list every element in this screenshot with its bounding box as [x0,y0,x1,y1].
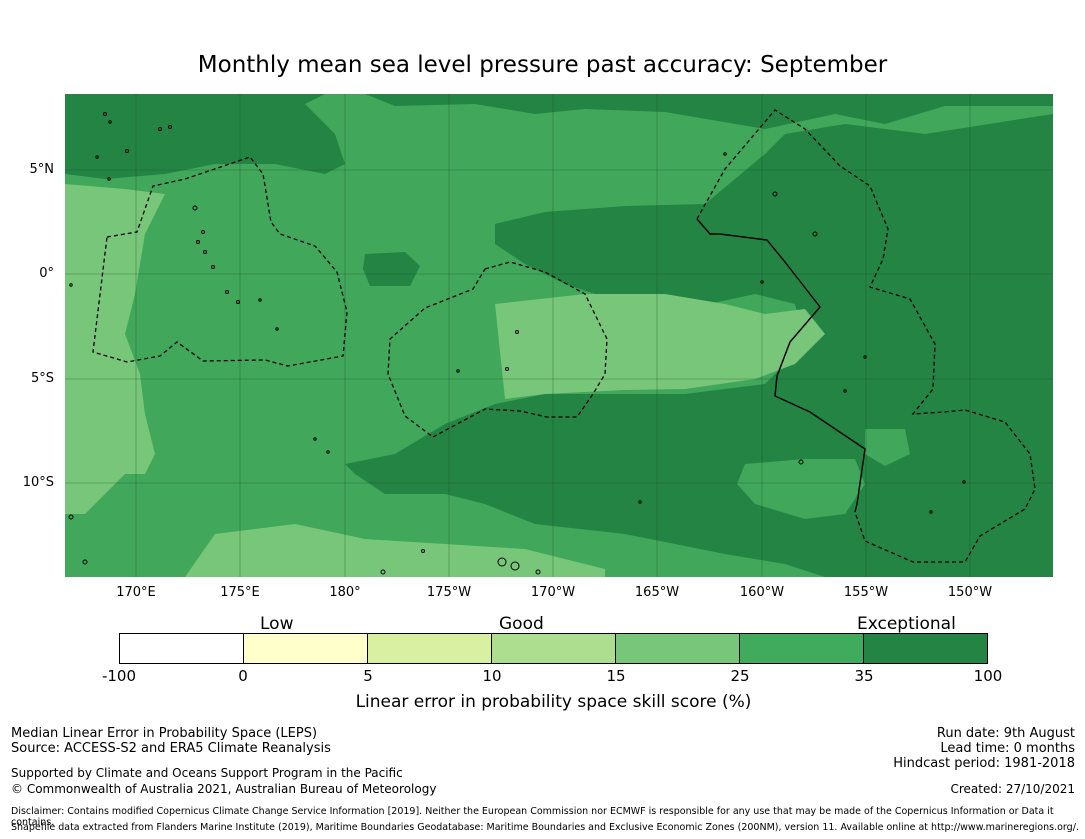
eez-boundaries [92,109,1036,563]
hindcast-period: Hindcast period: 1981-2018 [893,756,1075,771]
lead-time: Lead time: 0 months [940,741,1075,756]
zone-dark-east [345,114,1053,577]
colorbar-segment [864,634,987,663]
lat-label: 5°S [30,371,54,386]
shapefile-credit: Shapefile data extracted from Flanders M… [11,822,1079,833]
zone-mid-se-patch [865,429,910,466]
zone-light-west [65,184,165,514]
disclaimer: Disclaimer: Contains modified Copernicus… [11,806,1054,828]
footer-support: Supported by Climate and Oceans Support … [11,766,403,780]
colorbar-tick: 100 [973,667,1003,685]
zone-light-east-band [495,294,825,399]
lon-label: 160°W [739,585,785,600]
category-label-exceptional: Exceptional [857,614,956,634]
colorbar-tick: 35 [854,667,874,685]
eez-boundary-central [387,261,608,438]
colorbar-tick: 10 [482,667,502,685]
colorbar-tick: 5 [363,667,373,685]
lon-label: 155°W [843,585,889,600]
colorbar-segment [616,634,740,663]
colorbar-segment [120,634,244,663]
colorbar-tick: 0 [238,667,248,685]
created-date: Created: 27/10/2021 [950,782,1075,796]
lon-label: 170°E [116,585,156,600]
lon-label: 165°W [634,585,680,600]
colorbar-segment [244,634,368,663]
zone-mid-south-patch [737,459,865,519]
footer-copyright: © Commonwealth of Australia 2021, Austra… [11,782,437,796]
eez-dash-east-join [774,306,821,397]
zone-mid-island [363,252,420,286]
lon-label: 175°W [426,585,472,600]
colorbar-segment [740,634,864,663]
lat-label: 0° [39,266,54,281]
islands [68,112,966,575]
category-label-low: Low [260,614,294,634]
run-date: Run date: 9th August [936,726,1075,741]
footer-method: Median Linear Error in Probability Space… [11,726,318,741]
graticule [65,94,1053,577]
colorbar [119,633,988,664]
map-title: Monthly mean sea level pressure past acc… [197,52,888,78]
colorbar-tick: 25 [730,667,750,685]
lat-label: 5°N [29,162,55,177]
lon-label: 170°W [530,585,576,600]
colorbar-tick: -100 [101,667,137,685]
category-label-good: Good [499,614,544,634]
lon-label: 175°E [220,585,260,600]
zone-light-south [185,524,605,577]
skill-map [65,94,1053,577]
eez-boundary-west [92,156,348,367]
zone-dark-north [65,94,1053,179]
footer-source: Source: ACCESS-S2 and ERA5 Climate Reana… [11,741,331,756]
lat-label: 10°S [22,475,54,490]
lon-label: 150°W [947,585,993,600]
colorbar-segment [368,634,492,663]
colorbar-segment [492,634,616,663]
colorbar-title: Linear error in probability space skill … [355,692,752,712]
eez-boundary-east [696,109,1036,563]
lon-label: 180° [329,585,361,600]
colorbar-tick: 15 [606,667,626,685]
